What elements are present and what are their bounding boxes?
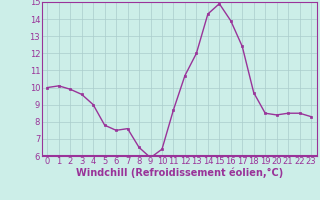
X-axis label: Windchill (Refroidissement éolien,°C): Windchill (Refroidissement éolien,°C) — [76, 168, 283, 178]
